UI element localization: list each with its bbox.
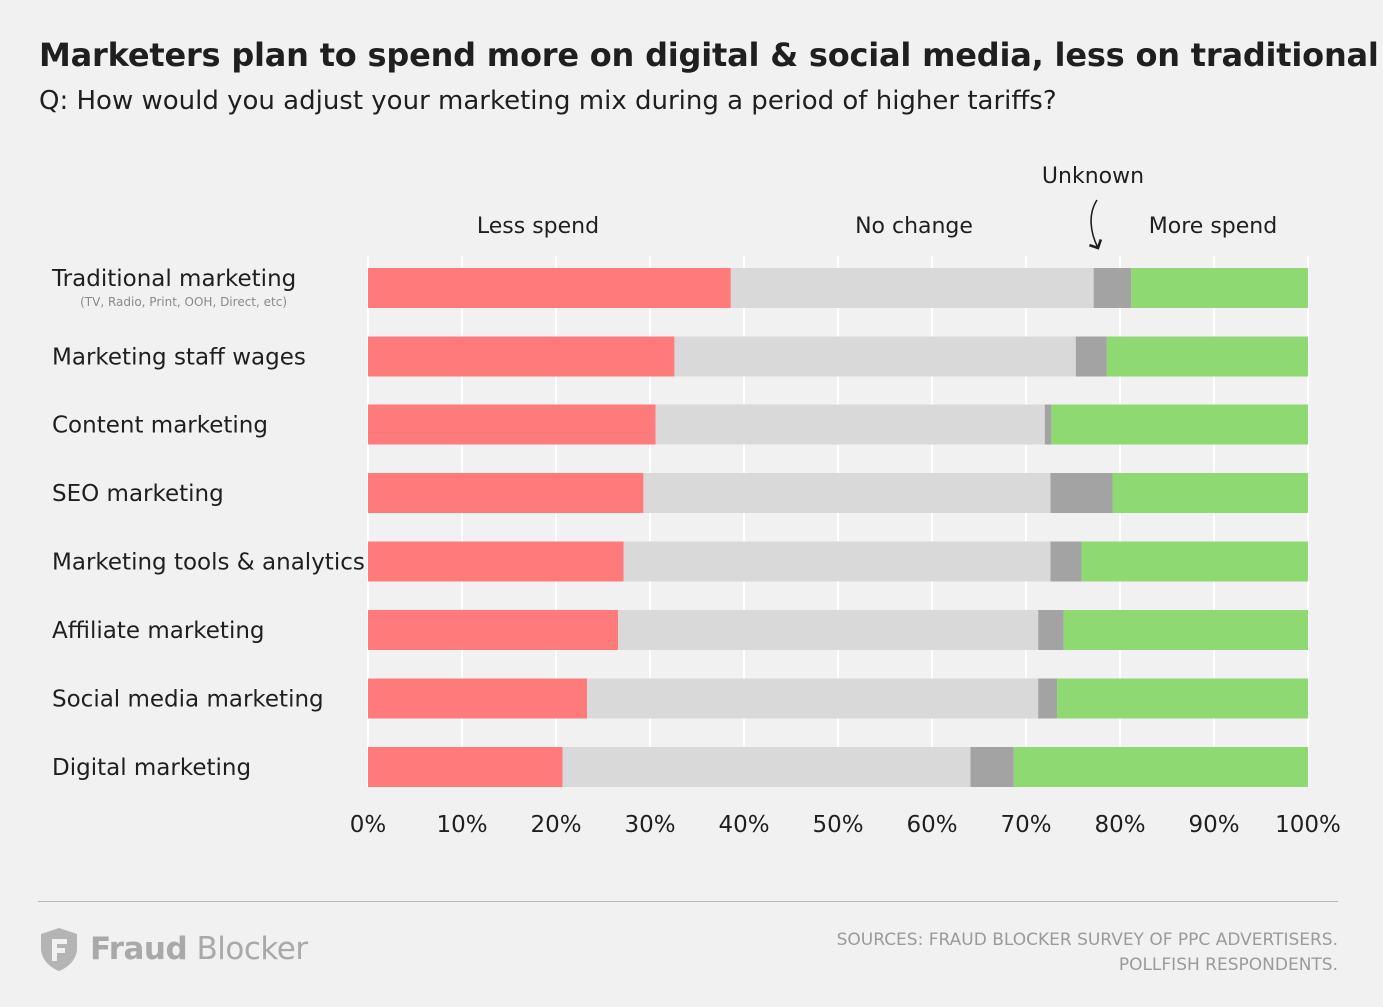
bar-segment-more-spend [1131, 268, 1308, 308]
x-tick-label: 30% [624, 812, 675, 838]
x-tick-label: 100% [1275, 812, 1341, 838]
bar-segment-more-spend [1013, 747, 1308, 787]
category-label: Marketing tools & analytics [52, 550, 365, 576]
bar-segment-less-spend [368, 610, 619, 650]
bar-segment-less-spend [368, 336, 675, 377]
series-label-unknown: Unknown [1042, 164, 1144, 189]
bar-segment-unknown [1093, 268, 1132, 308]
bar-segment-unknown [1038, 678, 1058, 719]
sources-line-1: SOURCES: FRAUD BLOCKER SURVEY OF PPC ADV… [836, 930, 1338, 950]
footer-divider [38, 901, 1338, 902]
bar-segment-more-spend [1106, 336, 1308, 377]
bar-segment-no-change [643, 473, 1051, 513]
bar-segment-no-change [674, 336, 1076, 377]
bar-segment-no-change [623, 541, 1051, 582]
category-label: Digital marketing [52, 755, 251, 781]
category-note: (TV, Radio, Print, OOH, Direct, etc) [80, 295, 287, 309]
unknown-arrow [1089, 199, 1103, 250]
x-tick-label: 90% [1188, 812, 1239, 838]
bar-segment-unknown [1050, 473, 1113, 513]
shield-icon [41, 928, 77, 971]
chart-title: Marketers plan to spend more on digital … [39, 36, 1379, 74]
bar-segment-more-spend [1057, 678, 1308, 719]
x-tick-label: 80% [1094, 812, 1145, 838]
x-tick-label: 60% [906, 812, 957, 838]
series-labels: Less spend No change Unknown More spend [477, 164, 1277, 250]
x-tick-label: 10% [436, 812, 487, 838]
category-label: Social media marketing [52, 687, 324, 713]
bar-segment-less-spend [368, 541, 624, 582]
category-label: Traditional marketing [51, 266, 296, 292]
bar-segment-unknown [1044, 404, 1052, 445]
bar-segment-no-change [730, 268, 1094, 308]
series-label-no-change: No change [855, 214, 973, 239]
bars [368, 268, 1308, 787]
sources-note: SOURCES: FRAUD BLOCKER SURVEY OF PPC ADV… [837, 928, 1338, 978]
series-label-less-spend: Less spend [477, 214, 599, 239]
bar-segment-more-spend [1112, 473, 1308, 513]
x-tick-label: 40% [718, 812, 769, 838]
bar-segment-more-spend [1051, 404, 1308, 445]
category-labels: Traditional marketing (TV, Radio, Print, … [51, 266, 365, 781]
bar-segment-less-spend [368, 404, 656, 445]
sources-line-2: POLLFISH RESPONDENTS. [1118, 955, 1338, 975]
bar-segment-unknown [1075, 336, 1107, 377]
bar-segment-no-change [587, 678, 1039, 719]
bar-segment-no-change [618, 610, 1039, 650]
x-axis-ticks: 0% 10% 20% 30% 40% 50% 60% 70% 80% 90% 100% [350, 812, 1341, 838]
category-label: Content marketing [52, 413, 268, 439]
x-tick-label: 50% [812, 812, 863, 838]
x-tick-label: 70% [1000, 812, 1051, 838]
bar-segment-less-spend [368, 473, 644, 513]
x-tick-label: 20% [530, 812, 581, 838]
bar-segment-less-spend [368, 268, 731, 308]
brand-name-light: Blocker [196, 931, 309, 967]
chart-subtitle: Q: How would you adjust your marketing m… [39, 86, 1057, 116]
bar-segment-more-spend [1063, 610, 1308, 650]
bar-segment-more-spend [1081, 541, 1308, 582]
bar-segment-less-spend [368, 747, 563, 787]
bar-segment-no-change [562, 747, 971, 787]
stacked-bar-chart: Traditional marketing (TV, Radio, Print, … [51, 164, 1341, 838]
brand-name: Fraud Blocker [90, 931, 308, 967]
category-label: SEO marketing [52, 481, 224, 507]
bar-segment-unknown [1050, 541, 1082, 582]
x-tick-label: 0% [350, 812, 387, 838]
brand-name-bold: Fraud [90, 931, 188, 967]
series-label-more-spend: More spend [1149, 214, 1277, 239]
bar-segment-unknown [1038, 610, 1064, 650]
bar-segment-less-spend [368, 678, 588, 719]
brand-logo: Fraud Blocker [38, 926, 308, 972]
bar-segment-unknown [970, 747, 1014, 787]
category-label: Affiliate marketing [52, 618, 265, 644]
bar-segment-no-change [655, 404, 1045, 445]
category-label: Marketing staff wages [52, 345, 306, 371]
